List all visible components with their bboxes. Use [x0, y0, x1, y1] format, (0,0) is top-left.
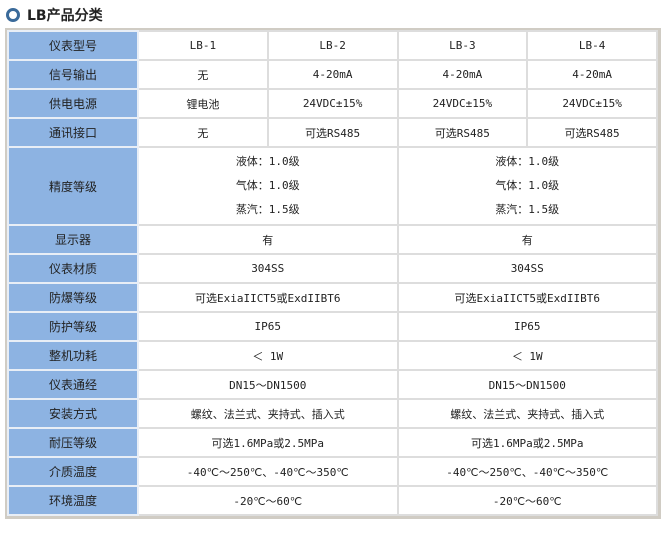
table-row: 介质温度 -40℃～250℃、-40℃～350℃ -40℃～250℃、-40℃～35…	[7, 456, 658, 487]
table-cell: 可选RS485	[266, 117, 399, 148]
row-label: 整机功耗	[7, 340, 139, 371]
table-cell: 可选1.6MPa或2.5MPa	[396, 427, 658, 458]
table-cell: 螺纹、法兰式、夹持式、插入式	[137, 398, 399, 429]
row-label: 环境温度	[7, 485, 139, 516]
table-row: 仪表通经 DN15～DN1500 DN15～DN1500	[7, 369, 658, 400]
row-label: 仪表材质	[7, 253, 139, 284]
table-cell: 24VDC±15%	[266, 88, 399, 119]
table-cell: 无	[137, 59, 269, 90]
cell-line: 蒸汽：1.5级	[495, 203, 560, 216]
table-cell: 可选ExiaIICT5或ExdIIBT6	[137, 282, 399, 313]
cell-line: 液体：1.0级	[235, 155, 300, 168]
table-cell: 4-20mA	[396, 59, 529, 90]
table-cell: 锂电池	[137, 88, 269, 119]
row-label: 通讯接口	[7, 117, 139, 148]
table-cell: ＜ 1W	[137, 340, 399, 371]
table-cell: 液体：1.0级 气体：1.0级 蒸汽：1.5级	[137, 146, 399, 226]
table-cell: IP65	[137, 311, 399, 342]
table-cell: 4-20mA	[526, 59, 658, 90]
table-cell: 可选1.6MPa或2.5MPa	[137, 427, 399, 458]
cell-line: 液体：1.0级	[495, 155, 560, 168]
table-row: 防爆等级 可选ExiaIICT5或ExdIIBT6 可选ExiaIICT5或ExdI…	[7, 282, 658, 313]
cell-line: 气体：1.0级	[235, 179, 300, 192]
table-row: 环境温度 -20℃～60℃ -20℃～60℃	[7, 485, 658, 516]
table-row: 仪表型号 LB-1 LB-2 LB-3 LB-4	[7, 30, 658, 61]
table-cell: 可选RS485	[526, 117, 658, 148]
table-row: 信号输出无 4-20mA 4-20mA 4-20mA	[7, 59, 658, 90]
table-cell: 304SS	[396, 253, 658, 284]
table-cell: LB-2	[266, 30, 399, 61]
table-row: 显示器有有	[7, 224, 658, 255]
table-cell: 可选RS485	[396, 117, 529, 148]
row-label: 仪表型号	[7, 30, 139, 61]
section-title: LB产品分类	[6, 5, 103, 25]
table-cell: ＜ 1W	[396, 340, 658, 371]
table-row: 精度等级 液体：1.0级 气体：1.0级 蒸汽：1.5级 液体：1.0级 气体：1.0级蒸…	[7, 146, 658, 226]
table-cell: DN15～DN1500	[396, 369, 658, 400]
section-title-text: LB产品分类	[27, 8, 103, 24]
product-table-container: 仪表型号 LB-1 LB-2 LB-3 LB-4 信号输出无 4-20mA 4-20mA 4-2…	[5, 28, 661, 519]
table-row: 防护等级 IP65 IP65	[7, 311, 658, 342]
product-table: 仪表型号 LB-1 LB-2 LB-3 LB-4 信号输出无 4-20mA 4-20mA 4-2…	[7, 30, 658, 516]
row-label: 耐压等级	[7, 427, 139, 458]
table-cell: 4-20mA	[266, 59, 399, 90]
table-cell: 有	[137, 224, 399, 255]
table-cell: DN15～DN1500	[137, 369, 399, 400]
row-label: 防护等级	[7, 311, 139, 342]
table-row: 通讯接口无可选RS485 可选RS485 可选RS485	[7, 117, 658, 148]
row-label: 仪表通经	[7, 369, 139, 400]
cell-line: 蒸汽：1.5级	[235, 203, 300, 216]
bullet-icon	[6, 8, 20, 22]
table-cell: -20℃～60℃	[137, 485, 399, 516]
table-cell: -40℃～250℃、-40℃～350℃	[396, 456, 658, 487]
row-label: 精度等级	[7, 146, 139, 226]
row-label: 防爆等级	[7, 282, 139, 313]
table-row: 整机功耗＜ 1W ＜ 1W	[7, 340, 658, 371]
table-cell: 304SS	[137, 253, 399, 284]
table-cell: LB-4	[526, 30, 658, 61]
table-cell: 液体：1.0级 气体：1.0级 蒸汽：1.5级	[396, 146, 658, 226]
table-cell: LB-3	[396, 30, 529, 61]
table-row: 耐压等级 可选1.6MPa或2.5MPa 可选1.6MPa或2.5MPa	[7, 427, 658, 458]
row-label: 信号输出	[7, 59, 139, 90]
table-cell: LB-1	[137, 30, 269, 61]
table-cell: 24VDC±15%	[526, 88, 658, 119]
table-cell: 可选ExiaIICT5或ExdIIBT6	[396, 282, 658, 313]
row-label: 显示器	[7, 224, 139, 255]
table-cell: 螺纹、法兰式、夹持式、插入式	[396, 398, 658, 429]
row-label: 供电电源	[7, 88, 139, 119]
table-cell: 24VDC±15%	[396, 88, 529, 119]
row-label: 介质温度	[7, 456, 139, 487]
table-cell: IP65	[396, 311, 658, 342]
table-row: 仪表材质 304SS 304SS	[7, 253, 658, 284]
cell-line: 气体：1.0级	[495, 179, 560, 192]
table-row: 供电电源 锂电池 24VDC±15% 24VDC±15% 24VDC±15%	[7, 88, 658, 119]
table-cell: 无	[137, 117, 269, 148]
table-cell: -40℃～250℃、-40℃～350℃	[137, 456, 399, 487]
table-cell: -20℃～60℃	[396, 485, 658, 516]
table-row: 安装方式 螺纹、法兰式、夹持式、插入式 螺纹、法兰式、夹持式、插入式	[7, 398, 658, 429]
row-label: 安装方式	[7, 398, 139, 429]
table-cell: 有	[396, 224, 658, 255]
